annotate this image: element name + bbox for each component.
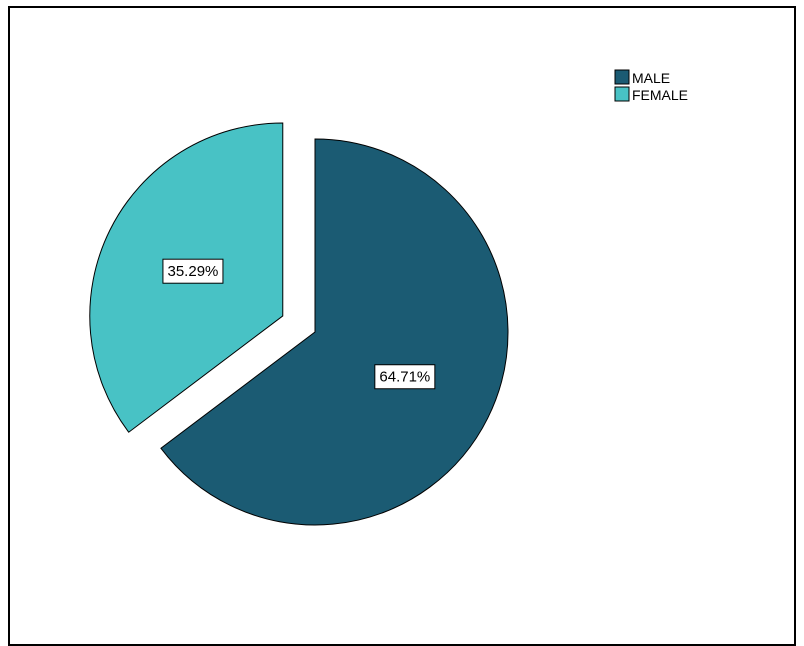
data-label-box-female [162,258,224,284]
legend-label-female: FEMALE [632,87,688,103]
pie-data-labels: 64.71% 35.29% [162,258,436,390]
pie-slice-male [160,138,509,526]
data-label-text-male: 64.71% [379,369,430,386]
legend-swatch-male [614,69,630,85]
legend: MALE FEMALE [614,69,688,103]
data-label-box-male [374,364,436,390]
data-label-male: 64.71% [374,364,436,390]
legend-label-male: MALE [632,70,670,86]
data-label-female: 35.29% [162,258,224,284]
legend-swatch-female [614,86,630,102]
pie-slices [89,122,509,526]
data-label-text-female: 35.29% [168,263,219,280]
